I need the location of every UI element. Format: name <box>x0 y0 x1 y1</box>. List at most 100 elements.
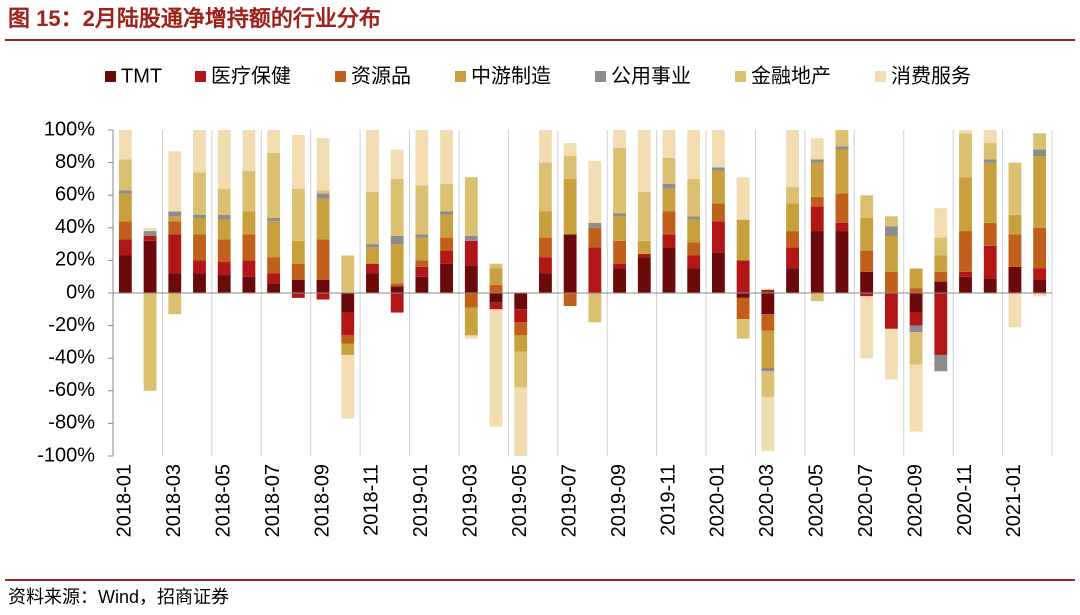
bar-segment <box>267 221 281 258</box>
legend-swatch <box>455 71 466 82</box>
bar-segment <box>440 130 454 184</box>
y-tick-label: 20% <box>55 249 95 271</box>
bar-segment <box>588 293 602 323</box>
bar-segment <box>835 231 849 293</box>
bar-segment <box>983 162 997 223</box>
bar-segment <box>440 250 454 264</box>
bar-segment <box>415 260 429 267</box>
bar-segment <box>835 149 849 194</box>
legend-label: 公用事业 <box>611 64 691 87</box>
bar-segment <box>1033 133 1047 150</box>
bar-segment <box>316 190 330 194</box>
bar-segment <box>860 296 874 359</box>
bar-segment <box>242 211 256 235</box>
bar-segment <box>983 143 997 160</box>
bar-segment <box>143 231 157 236</box>
bar-segment <box>267 152 281 219</box>
bar-segment <box>316 279 330 293</box>
bar-segment <box>810 138 824 160</box>
bar-segment <box>563 143 577 157</box>
bar-segment <box>415 130 429 186</box>
bar-segment <box>786 268 799 293</box>
legend-swatch <box>875 71 886 82</box>
bar-segment <box>637 191 651 241</box>
bar-segment <box>810 206 824 232</box>
bar-segment <box>118 239 132 256</box>
x-tick-label: 2020-07 <box>855 464 877 537</box>
bar-segment <box>934 354 948 372</box>
bar-segment <box>366 130 379 192</box>
bar-segment <box>835 146 849 150</box>
bar-segment <box>217 262 231 276</box>
bar-segment <box>242 234 256 261</box>
bar-segment <box>761 397 775 452</box>
bar-segment <box>588 247 602 293</box>
bar-segment <box>242 170 256 212</box>
bar-segment <box>489 302 503 310</box>
bar-segment <box>193 214 206 219</box>
bar-segment <box>390 283 404 287</box>
bar-segment <box>860 218 874 251</box>
bar-segment <box>983 222 997 246</box>
legend-swatch <box>195 71 206 82</box>
bar-segment <box>341 293 355 313</box>
bar-segment <box>983 130 997 144</box>
bar-segment <box>341 335 355 344</box>
bar-segment <box>860 250 874 272</box>
bar-segment <box>143 240 157 293</box>
bar-segment <box>390 286 404 293</box>
y-tick-label: 60% <box>55 183 95 205</box>
bar-segment <box>563 178 577 235</box>
bar-segment <box>217 188 231 215</box>
bar-segment <box>440 237 454 251</box>
bar-segment <box>267 218 281 222</box>
bar-segment <box>810 196 824 207</box>
bar-segment <box>415 266 429 277</box>
bar-segment <box>291 134 305 189</box>
y-tick-label: 80% <box>55 151 95 173</box>
bar-segment <box>909 325 923 333</box>
bar-segment <box>193 130 206 173</box>
bar-segment <box>1008 293 1022 328</box>
bar-segment <box>316 198 330 240</box>
bar-segment <box>711 221 725 253</box>
bar-segment <box>168 293 182 315</box>
bar-segment <box>118 193 132 222</box>
bar-segment <box>316 138 330 191</box>
bar-segment <box>118 255 132 293</box>
bar-segment <box>736 177 750 220</box>
bar-segment <box>1033 227 1047 269</box>
bar-segment <box>983 278 997 293</box>
bar-segment <box>464 177 478 236</box>
bar-segment <box>761 330 775 368</box>
bar-segment <box>983 245 997 279</box>
bar-segment <box>366 273 379 293</box>
bar-segment <box>143 293 157 391</box>
bar-segment <box>415 276 429 293</box>
bar-segment <box>711 130 725 168</box>
y-tick-label: 40% <box>55 216 95 238</box>
x-tick-label: 2020-01 <box>707 464 729 537</box>
bar-segment <box>217 275 231 293</box>
bar-segment <box>563 234 577 293</box>
bar-segment <box>662 188 676 212</box>
bar-segment <box>440 263 454 293</box>
bar-segment <box>514 322 528 336</box>
bar-segment <box>563 156 577 179</box>
x-tick-label: 2019-01 <box>410 464 432 537</box>
bar-segment <box>613 213 626 217</box>
bar-segment <box>588 160 602 223</box>
bar-segment <box>440 183 454 212</box>
bar-segment <box>366 191 379 245</box>
bar-segment <box>711 167 725 171</box>
bar-segment <box>514 351 528 388</box>
y-tick-label: -40% <box>48 346 95 368</box>
bar-segment <box>687 268 701 293</box>
bar-segment <box>316 193 330 199</box>
y-tick-label: -20% <box>48 314 95 336</box>
bar-segment <box>959 133 972 178</box>
x-tick-label: 2018-05 <box>212 464 234 537</box>
bar-segment <box>761 371 775 398</box>
bar-segment <box>341 354 355 419</box>
bar-segment <box>267 273 281 284</box>
